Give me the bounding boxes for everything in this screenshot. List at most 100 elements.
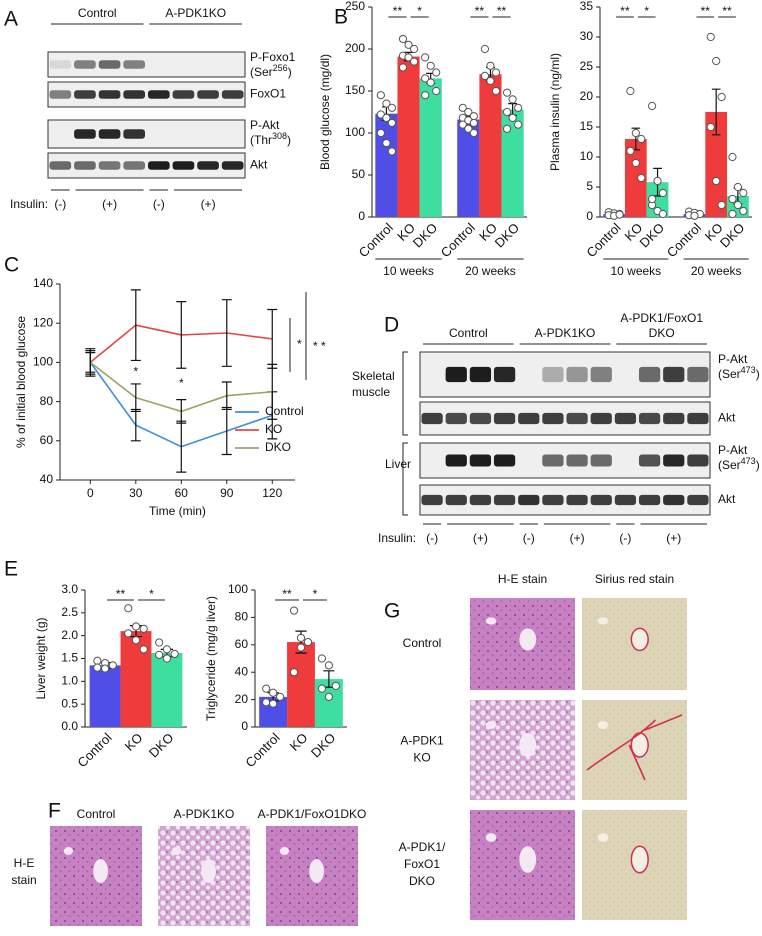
bar (375, 113, 398, 217)
data-point (421, 91, 430, 100)
data-point (289, 668, 299, 677)
category-label: DKO (492, 220, 523, 251)
data-point (486, 76, 495, 86)
panel-letter: F (48, 800, 61, 823)
band-label: FoxO1 (250, 87, 286, 101)
blot-band (493, 494, 516, 506)
row-label: FoxO1 (404, 857, 440, 871)
blot-band (172, 90, 195, 99)
significance-label: * * (313, 339, 326, 353)
category-label: DKO (146, 730, 177, 761)
blot-band (469, 494, 492, 506)
panel-letter: A (4, 8, 18, 31)
y-tick-label: 80 (40, 394, 54, 408)
y-tick-label: 30 (580, 29, 594, 43)
significance-label: ** (497, 4, 507, 18)
vessel (597, 721, 609, 729)
band-label-part: (Ser (718, 458, 741, 472)
significance-label: ** (620, 4, 630, 18)
data-point (508, 95, 517, 104)
band-label: (Ser473) (718, 365, 760, 381)
blot-band (566, 494, 588, 506)
y-tick-label: 0.5 (61, 696, 78, 710)
data-point (155, 650, 164, 659)
tissue-label: Skeletal (352, 369, 395, 383)
band-label-part: ) (756, 458, 760, 472)
blot-strip (419, 401, 711, 436)
insulin-state: (+) (666, 531, 681, 545)
insulin-label: Insulin: (10, 197, 48, 211)
insulin-state: (-) (619, 531, 631, 545)
category-label: DKO (410, 220, 441, 251)
insulin-state: (-) (153, 197, 165, 211)
fibrosis (586, 714, 683, 781)
category-label: Control (438, 220, 478, 260)
data-point (733, 182, 742, 192)
bar (479, 74, 502, 217)
blot-band (663, 366, 685, 383)
y-tick-label: 1.5 (61, 651, 78, 665)
column-label: Control (449, 326, 488, 340)
blot-band (469, 366, 492, 383)
insulin-state: (+) (102, 197, 117, 211)
blot-band (518, 412, 540, 425)
insulin-state: (+) (570, 531, 585, 545)
data-point (421, 74, 430, 83)
data-point (100, 664, 110, 673)
blot-band (687, 412, 709, 425)
data-point (739, 206, 748, 216)
vessel (597, 833, 609, 842)
vessel (485, 721, 497, 729)
data-point (728, 194, 737, 204)
blot-band (663, 412, 685, 425)
superscript: 473 (741, 365, 756, 375)
blot-band (469, 454, 492, 467)
band-label: Akt (718, 411, 736, 425)
insulin-state: (-) (54, 197, 66, 211)
y-tick-label: 0 (241, 719, 248, 733)
row-label: Control (403, 636, 442, 650)
category-label: KO (122, 730, 146, 754)
blot-band (123, 90, 146, 99)
significance-label: ** (722, 4, 732, 18)
vessel (63, 847, 73, 855)
significance-label: ** (116, 587, 126, 601)
error-bar (267, 363, 278, 420)
column-label: Control (78, 6, 117, 20)
row-label: A-PDK1/ (399, 840, 446, 854)
bar (151, 653, 183, 727)
blot-band (74, 90, 96, 99)
blot-strip (419, 351, 711, 398)
data-point (426, 61, 435, 70)
blot-strip (47, 51, 246, 78)
superscript: 308 (272, 131, 287, 141)
data-point (162, 654, 172, 663)
tissue-bracket (402, 442, 408, 516)
data-point (404, 53, 413, 62)
vessel (93, 859, 108, 883)
band-label: (Ser256) (250, 63, 292, 79)
data-point (615, 210, 624, 219)
bar (397, 56, 420, 218)
error-bar (711, 88, 721, 136)
data-point (421, 53, 430, 62)
blot-strip (419, 484, 711, 516)
blot-band (445, 412, 467, 425)
vessel (630, 845, 649, 874)
data-point (464, 107, 473, 117)
column-label: H-E stain (498, 572, 547, 586)
band-label-part: ) (287, 133, 291, 147)
data-point (324, 692, 333, 701)
tissue-label: Liver (385, 457, 411, 471)
data-point (486, 61, 495, 70)
data-point (296, 633, 306, 643)
blot-band (687, 454, 709, 467)
panel-letter: B (334, 6, 348, 29)
category-label: DKO (637, 220, 668, 251)
data-point (93, 656, 102, 665)
data-point (376, 91, 385, 100)
y-tick-label: 0 (586, 209, 593, 223)
blot-band (221, 90, 244, 99)
significance-label: ** (282, 587, 292, 601)
